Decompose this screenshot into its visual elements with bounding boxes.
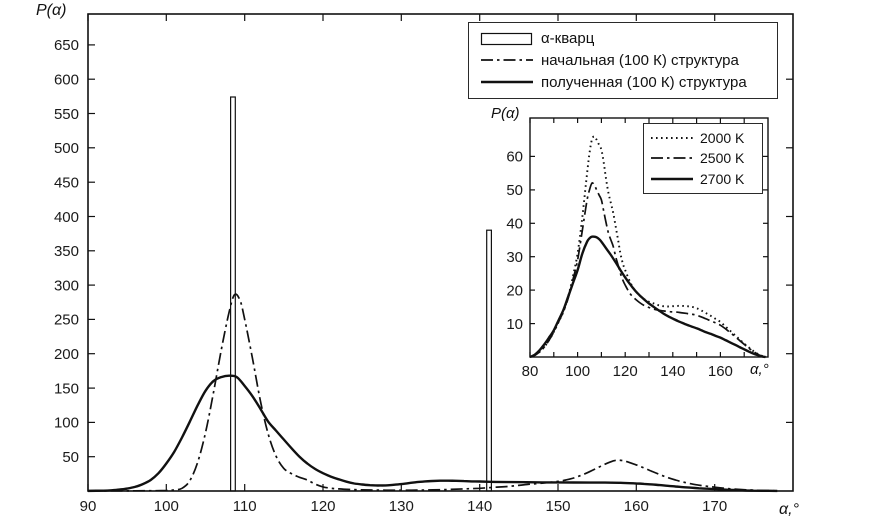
x-tick-label: 90 <box>80 498 97 515</box>
y-tick-label: 40 <box>506 216 523 233</box>
main-x-axis-label: α,° <box>779 501 799 518</box>
legend-rect-swatch <box>480 32 533 45</box>
y-tick-label: 300 <box>54 277 79 294</box>
legend-key-dotted-line <box>651 137 693 140</box>
x-tick-label: 140 <box>467 498 492 515</box>
inset-y-axis-label: P(α) <box>491 105 520 122</box>
x-tick-label: 100 <box>154 498 179 515</box>
y-tick-label: 550 <box>54 106 79 123</box>
legend-key-dashdot-line <box>651 157 693 160</box>
y-tick-label: 500 <box>54 140 79 157</box>
y-tick-label: 60 <box>506 149 523 166</box>
y-tick-label: 50 <box>62 449 79 466</box>
y-tick-label: 20 <box>506 282 523 299</box>
legend-key-dashdot-line <box>481 59 533 62</box>
x-tick-label: 120 <box>613 363 638 380</box>
legend-label: 2500 K <box>700 150 745 167</box>
legend-row: α-кварц <box>480 30 773 47</box>
x-tick-label: 170 <box>702 498 727 515</box>
legend-row: полученная (100 К) структура <box>480 74 773 91</box>
legend-row: начальная (100 К) структура <box>480 52 773 69</box>
legend-row: 2500 K <box>650 150 760 166</box>
legend-key-rect <box>480 32 533 45</box>
y-tick-label: 250 <box>54 312 79 329</box>
x-tick-label: 130 <box>389 498 414 515</box>
y-tick-label: 100 <box>54 415 79 432</box>
legend-label: α-кварц <box>541 30 595 48</box>
x-tick-label: 80 <box>522 363 539 380</box>
main-legend: α-кварц начальная (100 К) структура получе… <box>468 22 778 99</box>
y-tick-label: 350 <box>54 243 79 260</box>
y-tick-label: 10 <box>506 316 523 333</box>
y-tick-label: 150 <box>54 380 79 397</box>
legend-row: 2000 K <box>650 130 760 146</box>
x-tick-label: 150 <box>545 498 570 515</box>
main-axes-box <box>87 13 794 492</box>
y-tick-label: 400 <box>54 209 79 226</box>
x-tick-label: 100 <box>565 363 590 380</box>
y-tick-label: 450 <box>54 174 79 191</box>
x-tick-label: 160 <box>708 363 733 380</box>
y-tick-label: 600 <box>54 72 79 89</box>
inset-x-axis-label: α,° <box>750 361 769 378</box>
legend-key-solid-line <box>651 177 693 181</box>
y-tick-label: 50 <box>506 182 523 199</box>
y-tick-label: 30 <box>506 249 523 266</box>
legend-label: полученная (100 К) структура <box>541 73 747 91</box>
legend-label: начальная (100 К) структура <box>541 51 739 69</box>
x-tick-label: 120 <box>310 498 335 515</box>
inset-legend: 2000 K 2500 K 2700 K <box>643 123 763 194</box>
inset-curve-0 <box>529 135 766 358</box>
x-tick-label: 160 <box>624 498 649 515</box>
main-curve-1 <box>87 374 778 493</box>
legend-label: 2700 K <box>700 170 745 187</box>
main-curve-0 <box>87 293 778 492</box>
y-tick-label: 200 <box>54 346 79 363</box>
main-y-axis-label: P(α) <box>36 2 67 19</box>
legend-label: 2000 K <box>700 130 745 147</box>
legend-row: 2700 K <box>650 171 760 187</box>
x-tick-label: 140 <box>660 363 685 380</box>
y-tick-label: 650 <box>54 37 79 54</box>
legend-key-solid-line <box>481 80 533 84</box>
x-tick-label: 110 <box>233 498 257 515</box>
inset-curve-1 <box>529 182 766 358</box>
inset-curve-2 <box>529 235 766 359</box>
